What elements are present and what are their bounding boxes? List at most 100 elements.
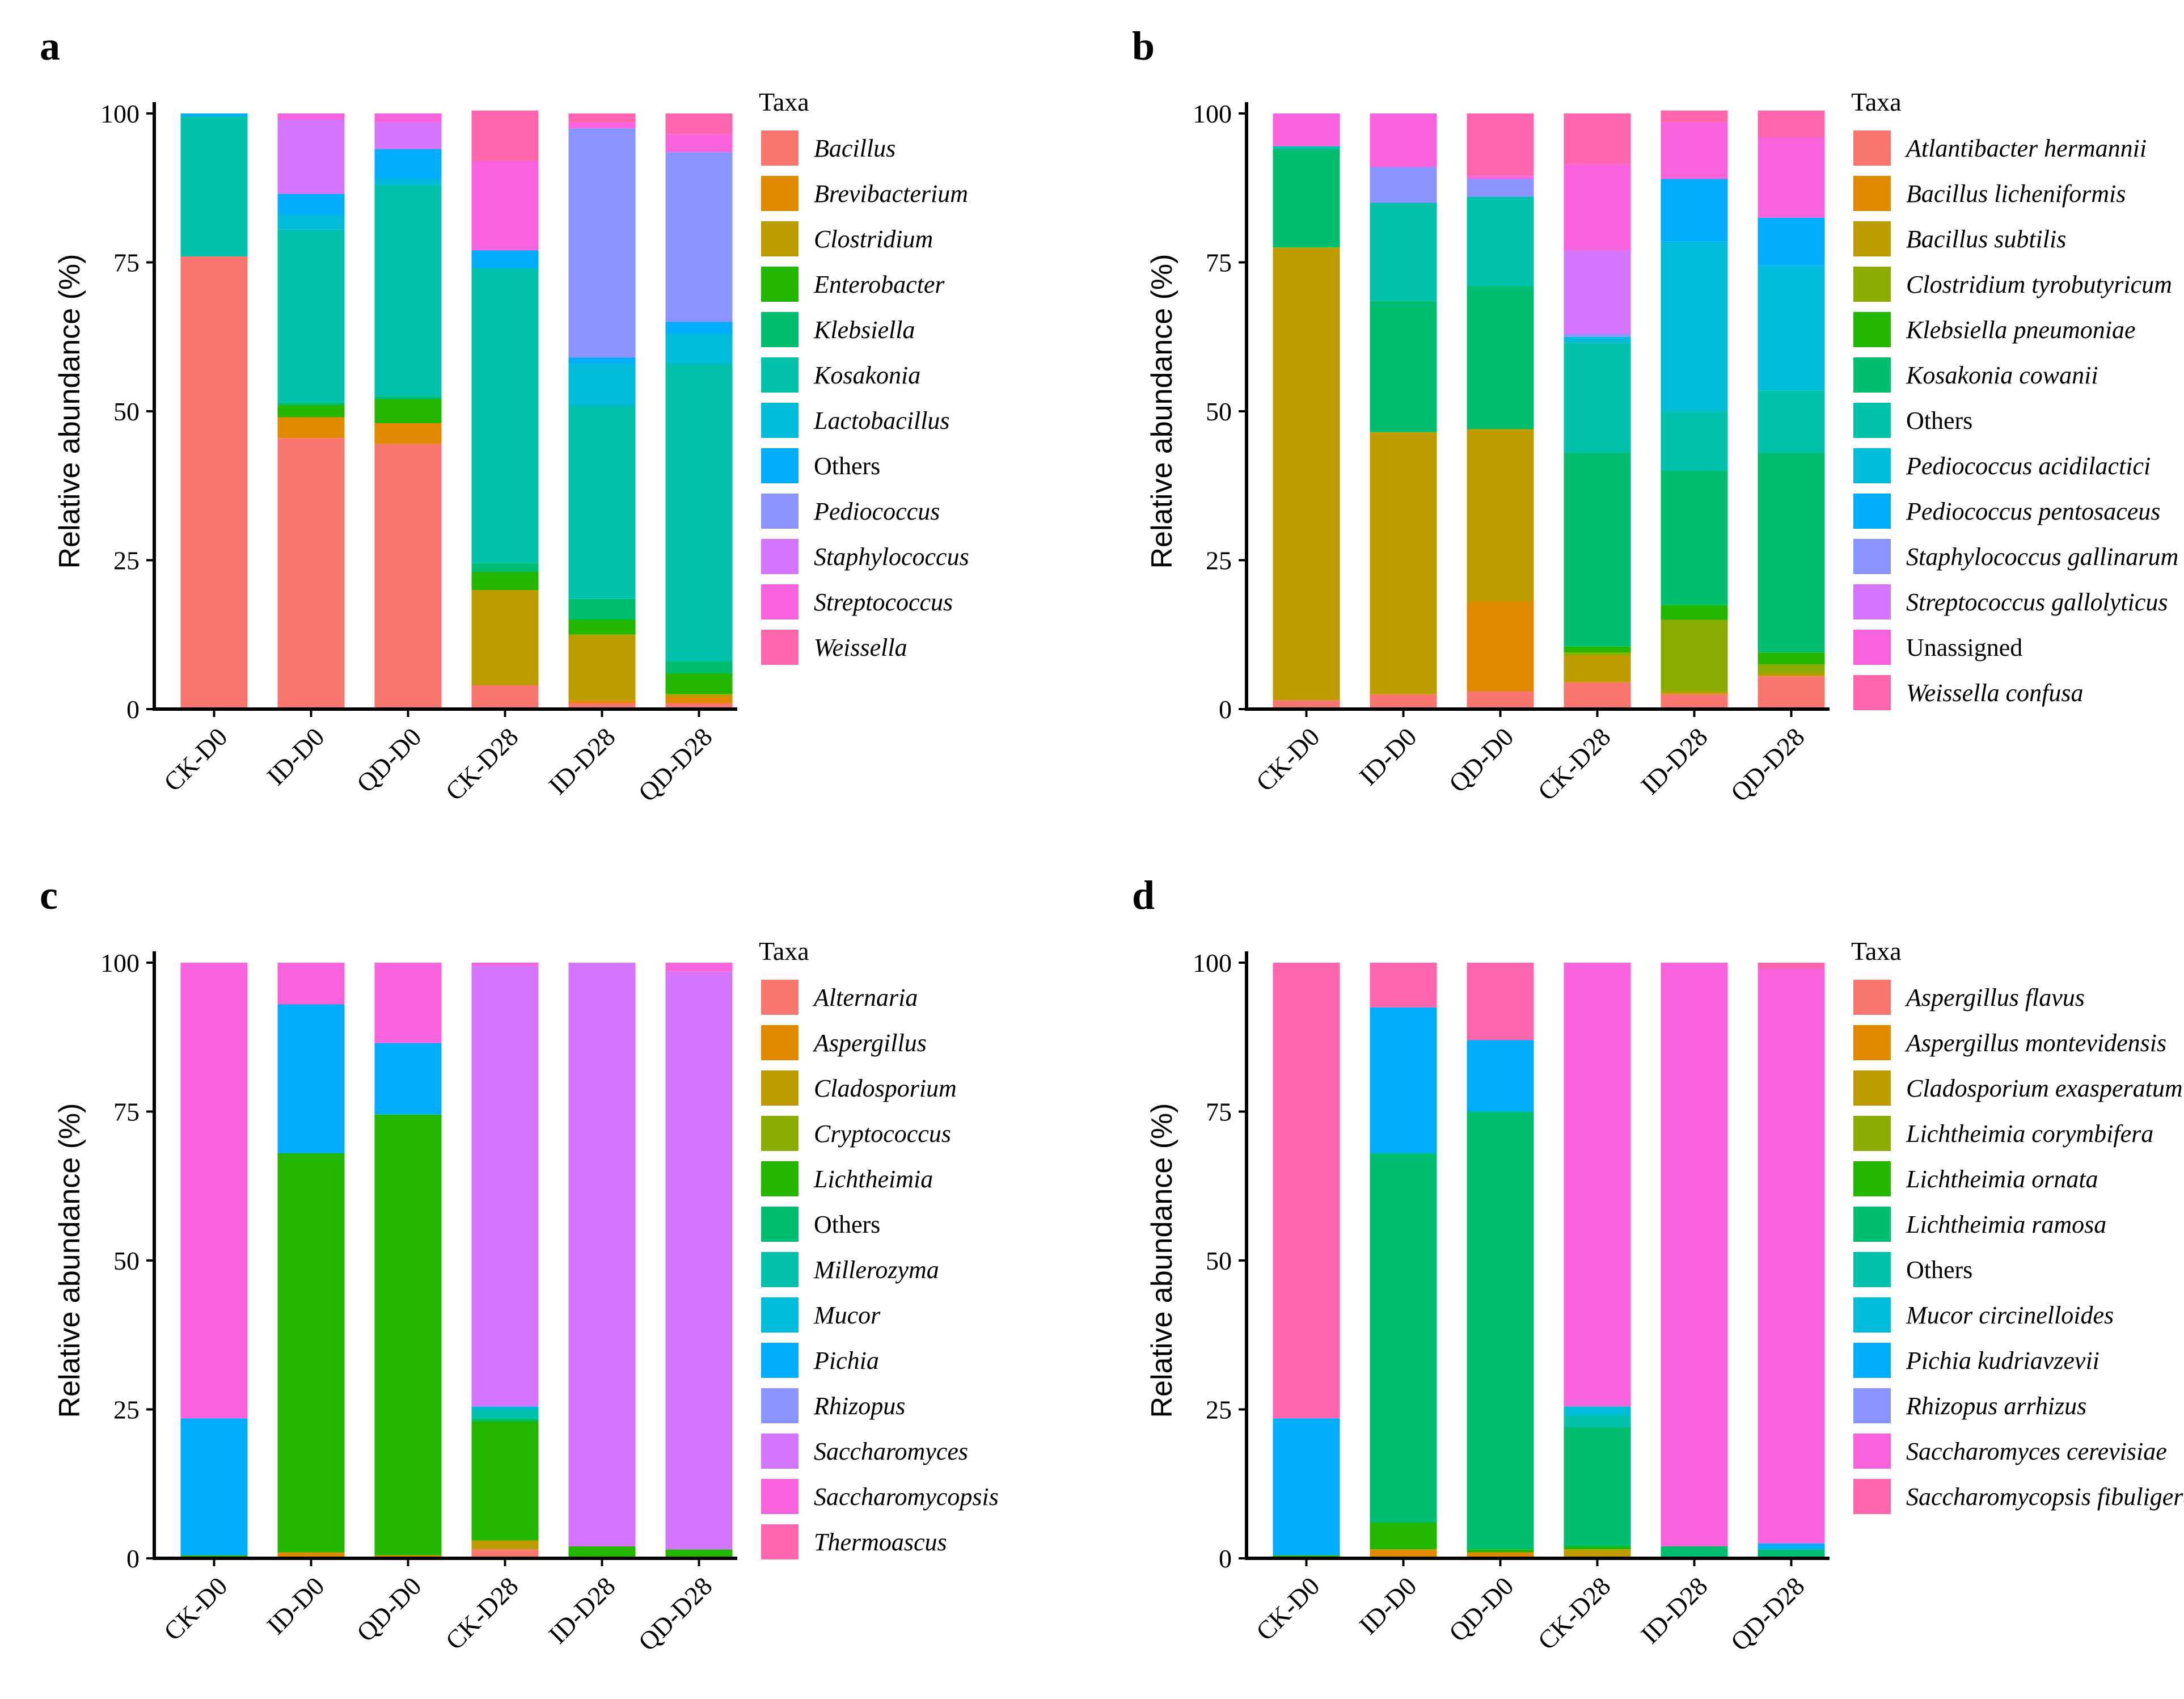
legend-label-saccharomyces: Saccharomyces [814,1437,968,1465]
bar-segment-bacillus-subtilis-id-d0 [1370,432,1437,694]
panel-label-c: c [40,872,58,918]
bar-segment-bacillus-qd-d28 [665,703,733,709]
bar-segment-kosakonia-ck-d0 [180,116,248,256]
bar-segment-pichia-kudriavzevii-qd-d28 [1758,1543,1825,1550]
x-tick-label-qd-d0: QD-D0 [1443,722,1519,798]
legend-swatch-clostridium [761,221,799,256]
bar-segment-klebsiella-qd-d0 [374,396,442,399]
bar-segment-lactobacillus-qd-d28 [665,334,733,364]
bar-segment-pichia-ck-d0 [180,1418,248,1555]
bar-segment-others-ck-d0 [180,113,248,117]
bar-segment-klebsiella-ck-d28 [471,563,539,572]
bar-segment-kosakonia-qd-d28 [665,364,733,661]
x-tick-label-id-d0: ID-D0 [261,1571,330,1640]
legend-swatch-others [761,1207,799,1242]
legend-swatch-clostridium-tyrobutyricum [1853,267,1891,302]
bar-segment-lichtheimia-ramosa-id-d28 [1661,1546,1728,1558]
legend-label-rhizopus: Rhizopus [813,1392,905,1420]
bar-segment-cladosporium-ck-d28 [471,1540,539,1550]
bar-segment-clostridium-tyrobutyricum-ck-d28 [1564,652,1631,656]
legend-swatch-rhizopus [761,1388,799,1423]
legend-label-kosakonia-cowanii: Kosakonia cowanii [1906,361,2098,389]
legend-swatch-klebsiella-pneumoniae [1853,312,1891,347]
bar-segment-enterobacter-id-d0 [277,405,345,418]
legend-label-kosakonia: Kosakonia [813,361,920,389]
bar-segment-bacillus-subtilis-ck-d0 [1273,247,1340,701]
legend-label-saccharomycopsis-fibuligera: Saccharomycopsis fibuligera [1906,1483,2184,1511]
legend-swatch-others [1853,403,1891,438]
legend-label-streptococcus-gallolyticus: Streptococcus gallolyticus [1906,588,2168,616]
y-tick-label-25: 25 [1206,546,1232,575]
y-tick-label-25: 25 [113,546,140,575]
bar-segment-bacillus-subtilis-qd-d0 [1467,429,1534,602]
bars [1273,963,1825,1558]
legend-swatch-aspergillus-flavus [1853,980,1891,1015]
bar-segment-saccharomycopsis-fibuligera-ck-d0 [1273,963,1340,1419]
legend-swatch-pichia-kudriavzevii [1853,1343,1891,1378]
bar-segment-others-id-d0 [1370,203,1437,301]
bar-segment-others-qd-d28 [1758,390,1825,453]
legend-swatch-millerozyma [761,1252,799,1287]
legend-swatch-atlantibacter-hermannii [1853,130,1891,166]
legend-label-unassigned: Unassigned [1906,634,2022,661]
bar-segment-enterobacter-ck-d28 [471,572,539,590]
legend-swatch-aspergillus-montevidensis [1853,1025,1891,1060]
x-tick-label-qd-d28: QD-D28 [633,1571,718,1656]
bar-segment-weissella-id-d28 [568,113,636,123]
x-tick-label-id-d28: ID-D28 [543,722,620,800]
legend-label-brevibacterium: Brevibacterium [814,180,968,208]
legend-label-staphylococcus: Staphylococcus [814,543,969,571]
y-tick-label-100: 100 [100,99,140,128]
bar-segment-saccharomycopsis-fibuligera-qd-d0 [1467,963,1534,1040]
y-tick-label-0: 0 [126,1544,140,1573]
legend-label-thermoascus: Thermoascus [814,1528,947,1556]
legend-swatch-brevibacterium [761,176,799,211]
bar-segment-others-id-d28 [1661,411,1728,471]
chart-panel-d: d Relative abundance (%) CK-D0 ID-D0 QD-D0 CK… [1132,872,2184,1656]
bar-segment-kosakonia-cowanii-ck-d28 [1564,453,1631,647]
bar-segment-streptococcus-qd-d0 [374,113,442,123]
bar-segment-staphylococcus-id-d0 [277,119,345,194]
y-axis-title: Relative abundance (%) [1146,254,1178,569]
bar-segment-others-ck-d28 [1564,1415,1631,1427]
bar-segment-unassigned-ck-d28 [1564,164,1631,251]
legend-label-bacillus-subtilis: Bacillus subtilis [1906,225,2066,253]
legend-swatch-unassigned [1853,630,1891,665]
legend-label-weissella: Weissella [814,634,907,661]
bar-segment-lichtheimia-ramosa-ck-d28 [1564,1427,1631,1546]
y-tick-label-75: 75 [113,248,140,277]
bar-segment-lichtheimia-ornata-ck-d28 [1564,1546,1631,1550]
x-tick-label-id-d0: ID-D0 [1354,722,1422,791]
panel-c: c Relative abundance (%) CK-D0 ID-D0 QD-D0 CK… [0,849,1092,1698]
bar-segment-brevibacterium-id-d28 [568,700,636,703]
bar-segment-lichtheimia-ornata-qd-d0 [1467,1549,1534,1553]
legend-swatch-staphylococcus-gallinarum [1853,539,1891,574]
y-tick-label-75: 75 [113,1098,140,1127]
y-tick-label-50: 50 [113,397,140,426]
bar-segment-aspergillus-montevidensis-id-d0 [1370,1549,1437,1558]
bar-segment-lactobacillus-id-d28 [568,364,636,406]
legend-label-pichia: Pichia [813,1347,879,1375]
bar-segment-klebsiella-pneumoniae-id-d28 [1661,605,1728,620]
legend-label-millerozyma: Millerozyma [813,1256,939,1284]
legend-label-bacillus: Bacillus [814,134,895,162]
legend-swatch-thermoascus [761,1524,799,1559]
legend-swatch-pediococcus-pentosaceus [1853,494,1891,529]
y-tick-label-75: 75 [1206,248,1232,277]
bar-segment-others-qd-d0 [374,149,442,179]
legend-swatch-lichtheimia-corymbifera [1853,1116,1891,1151]
legend-swatch-weissella-confusa [1853,675,1891,710]
bar-segment-lichtheimia-id-d0 [277,1153,345,1553]
bar-segment-clostridium-qd-d28 [665,694,733,697]
bar-segment-clostridium-tyrobutyricum-id-d28 [1661,619,1728,692]
bar-segment-pichia-qd-d0 [374,1043,442,1115]
bar-segment-unassigned-ck-d0 [1273,113,1340,146]
legend-swatch-pediococcus-acidilactici [1853,448,1891,483]
bar-segment-kosakonia-ck-d28 [471,268,539,563]
bar-segment-atlantibacter-hermannii-qd-d0 [1467,691,1534,709]
bar-segment-lichtheimia-ramosa-qd-d28 [1758,1549,1825,1558]
bar-segment-atlantibacter-hermannii-qd-d28 [1758,676,1825,709]
x-tick-label-ck-d28: CK-D28 [1532,722,1616,806]
